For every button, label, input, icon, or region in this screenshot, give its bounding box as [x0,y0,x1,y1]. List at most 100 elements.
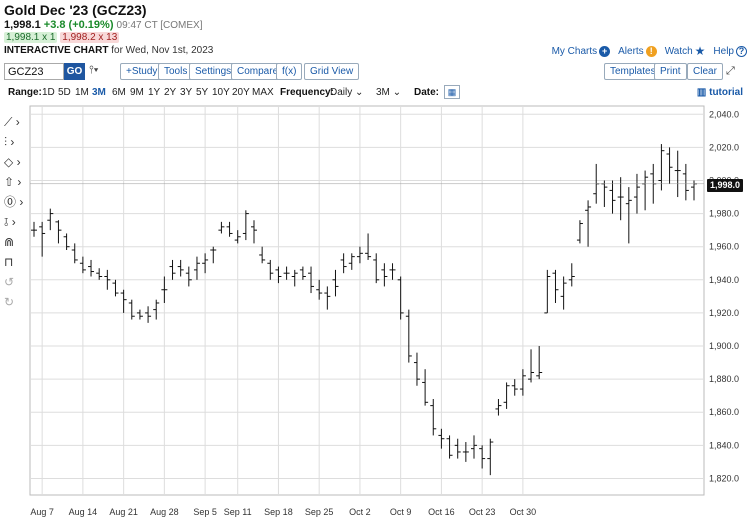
date-label: Date: [414,87,440,98]
fx-button[interactable]: f(x) [276,63,303,80]
y-tick-label: 1,900.0 [709,341,739,351]
chart-toolbar: GO ⫯▾ +Study Tools Settings Compare f(x)… [4,63,749,81]
range-3y[interactable]: 3Y [180,87,193,98]
x-tick-label: Sep 25 [305,507,334,517]
symbol-input[interactable] [4,63,64,80]
y-tick-label: 1,820.0 [709,473,739,483]
my-charts-label: My Charts [551,45,598,57]
settings-button[interactable]: Settings [189,63,238,80]
help-label: Help [713,45,734,57]
y-tick-label: 1,940.0 [709,275,739,285]
range-1m[interactable]: 1M [75,87,89,98]
arrow-up-icon[interactable]: ⇧ › [4,175,22,189]
undo-icon[interactable]: ↺ [4,275,15,289]
help-link[interactable]: Help ? [713,45,747,57]
quote-header: Gold Dec '23 (GCZ23) 1,998.1 +3.8 (+0.19… [4,2,749,58]
chevron-down-icon: ⌄ [392,87,402,98]
x-tick-label: Oct 9 [390,507,412,517]
page-title: Gold Dec '23 (GCZ23) [4,2,147,18]
period-value: 3M [376,87,390,98]
watch-label: Watch [664,45,693,57]
frequency-select[interactable]: Daily ⌄ [330,87,363,98]
plus-circle-icon: + [599,45,611,57]
x-tick-label: Oct 23 [469,507,496,517]
expand-icon[interactable]: ⤢ [726,65,735,77]
price-change: +3.8 (+0.19%) [43,19,114,31]
grid-view-button[interactable]: Grid View [304,63,360,80]
bid-ask: 1,998.1 x 1 1,998.2 x 13 [4,32,120,43]
my-charts-link[interactable]: My Charts + [551,45,611,57]
fib-icon[interactable]: ⫶ › [4,135,15,149]
drawing-tools: ⟋ › ⫶ › ◇ › ⇧ › ⓪ › ⫱ › ⋒ ⊓ ↺ ↻ [4,112,28,312]
add-study-button[interactable]: +Study [120,63,164,80]
compare-button[interactable]: Compare [231,63,285,80]
period-select[interactable]: 3M ⌄ [376,87,401,98]
x-tick-label: Oct 16 [428,507,455,517]
y-tick-label: 1,860.0 [709,407,739,417]
range-6m[interactable]: 6M [112,87,126,98]
range-5y[interactable]: 5Y [196,87,209,98]
quote-line: 1,998.1 +3.8 (+0.19%) 09:47 CT [COMEX] [4,19,203,31]
frequency-label: Frequency: [280,87,334,98]
bar-type-icon[interactable]: ⫯▾ [89,64,99,76]
tutorial-icon: ▥ [696,87,707,98]
subtitle-bold: INTERACTIVE CHART [4,45,109,56]
print-button[interactable]: Print [654,63,687,80]
subtitle-date: for Wed, Nov 1st, 2023 [111,45,214,56]
ask-badge: 1,998.2 x 13 [60,32,120,43]
shape-icon[interactable]: ◇ › [4,155,21,169]
frequency-value: Daily [330,87,353,98]
y-tick-label: 1,960.0 [709,242,739,252]
header-links: My Charts + Alerts ! Watch ★ Help ? [552,44,747,58]
last-price-tag: 1,998.0 [707,179,743,192]
go-button[interactable]: GO [64,63,85,80]
tools-button[interactable]: Tools [158,63,194,80]
x-tick-label: Aug 7 [30,507,54,517]
alert-icon: ! [645,45,657,57]
range-1d[interactable]: 1D [42,87,55,98]
y-tick-label: 1,880.0 [709,374,739,384]
clear-button[interactable]: Clear [687,63,723,80]
redo-icon[interactable]: ↻ [4,295,15,309]
x-tick-label: Sep 18 [264,507,293,517]
tutorial-label: tutorial [709,87,743,98]
chevron-down-icon: ⌄ [355,87,364,98]
range-max[interactable]: MAX [252,87,274,98]
lock-icon[interactable]: ⊓ [4,255,14,269]
range-5d[interactable]: 5D [58,87,71,98]
range-1y[interactable]: 1Y [148,87,161,98]
x-tick-label: Aug 21 [109,507,138,517]
x-tick-label: Sep 5 [193,507,217,517]
help-icon: ? [736,45,747,57]
range-label: Range: [8,87,42,98]
marker-icon[interactable]: ⓪ › [4,195,24,209]
tutorial-link[interactable]: ▥ tutorial [697,87,743,98]
range-20y[interactable]: 20Y [232,87,250,98]
y-tick-label: 2,040.0 [709,109,739,119]
quote-time: 09:47 CT [COMEX] [116,20,203,31]
range-9m[interactable]: 9M [130,87,144,98]
plot-area [29,105,705,496]
star-icon: ★ [694,44,706,58]
watch-link[interactable]: Watch ★ [665,44,706,58]
measure-icon[interactable]: ⫱ › [4,215,16,229]
magnet-icon[interactable]: ⋒ [4,235,15,249]
x-tick-label: Oct 2 [349,507,371,517]
x-tick-label: Aug 14 [69,507,98,517]
bid-badge: 1,998.1 x 1 [4,32,58,43]
x-tick-label: Oct 30 [510,507,537,517]
alerts-link[interactable]: Alerts ! [618,45,657,57]
x-tick-label: Aug 28 [150,507,179,517]
y-tick-label: 1,980.0 [709,209,739,219]
chart-subtitle: INTERACTIVE CHART for Wed, Nov 1st, 2023 [4,45,213,56]
range-bar: Range: 1D 5D 1M 3M 6M 9M 1Y 2Y 3Y 5Y 10Y… [4,85,749,101]
calendar-icon[interactable]: ▦ [444,85,460,99]
range-10y[interactable]: 10Y [212,87,230,98]
range-3m[interactable]: 3M [92,87,106,98]
trendline-icon[interactable]: ⟋ › [4,115,20,129]
last-price: 1,998.1 [4,19,41,31]
templates-button[interactable]: Templates [604,63,662,80]
y-tick-label: 1,920.0 [709,308,739,318]
range-2y[interactable]: 2Y [164,87,177,98]
